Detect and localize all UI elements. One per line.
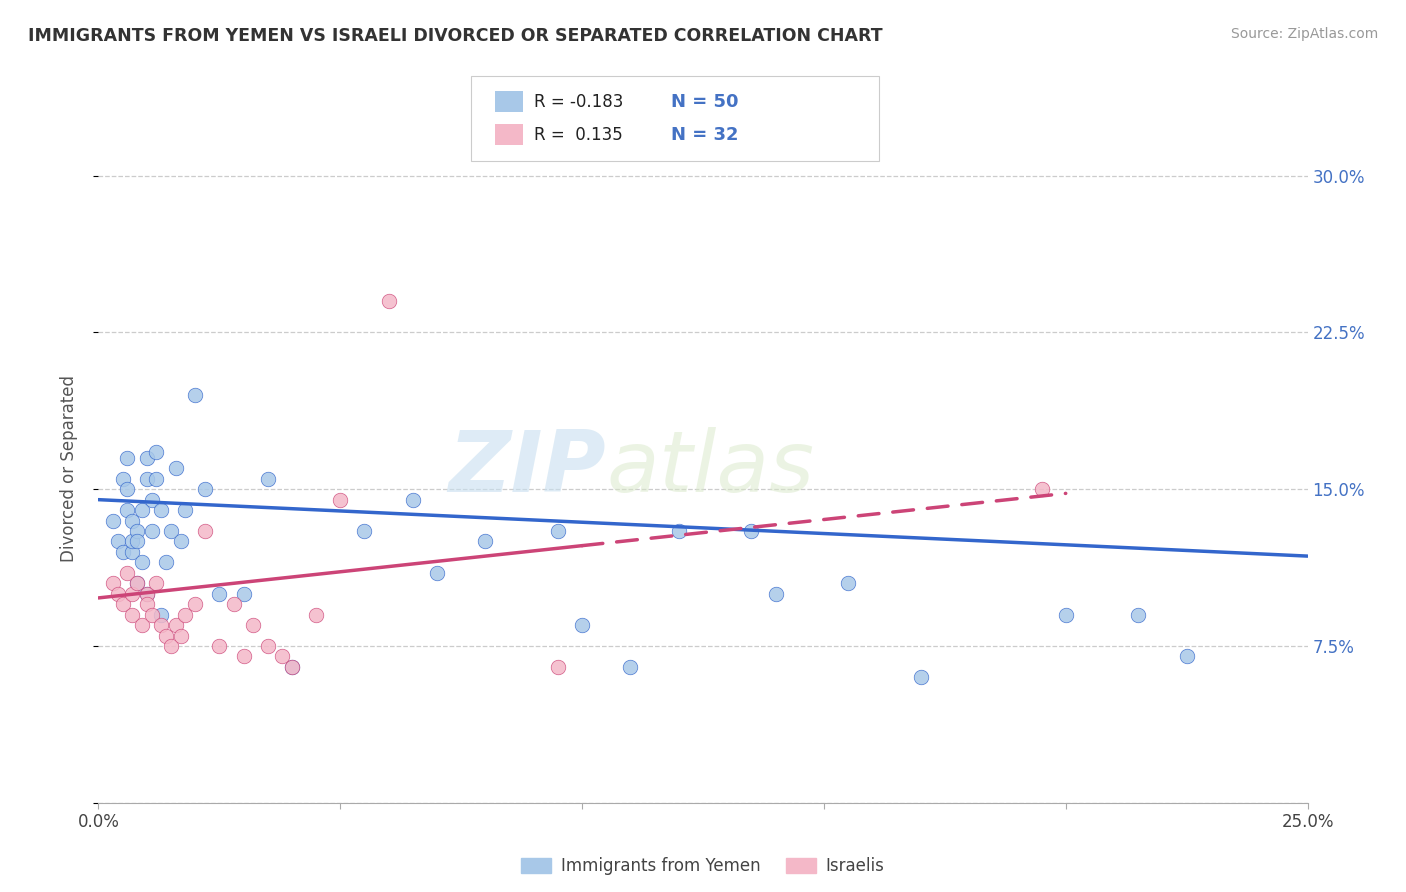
Point [111,472,134,486]
Point [194,482,217,496]
Point [571,618,593,632]
Point [131,555,153,569]
Point [121,587,143,601]
Point [145,576,167,591]
Point [117,503,139,517]
Point [740,524,762,538]
Point [765,587,787,601]
Point [127,576,149,591]
Point [910,670,932,684]
Point [547,524,569,538]
Point [271,649,294,664]
Point [222,597,245,611]
Point [547,660,569,674]
Point [281,660,304,674]
Point [353,524,375,538]
Point [141,524,163,538]
Point [131,618,153,632]
Point [111,597,134,611]
Point [145,444,167,458]
Point [194,524,217,538]
Point [242,618,264,632]
Point [402,492,425,507]
Point [160,524,183,538]
Point [111,545,134,559]
Point [619,660,641,674]
Point [141,492,163,507]
Text: R = -0.183: R = -0.183 [534,93,624,111]
Point [101,514,124,528]
Point [174,607,197,622]
Point [121,514,143,528]
Point [165,461,187,475]
Point [135,587,157,601]
Point [837,576,859,591]
Point [150,503,173,517]
Point [377,294,399,309]
Point [155,628,177,642]
Point [232,649,254,664]
Point [1175,649,1198,664]
Point [169,628,191,642]
Point [256,639,278,653]
Point [208,639,231,653]
Point [184,597,207,611]
Point [121,607,143,622]
Point [1031,482,1053,496]
Point [474,534,496,549]
Text: N = 50: N = 50 [671,93,738,111]
Point [117,482,139,496]
Point [160,639,183,653]
Point [135,472,157,486]
Point [169,534,191,549]
Point [141,607,163,622]
Point [127,524,149,538]
Point [426,566,449,580]
Point [107,587,129,601]
Point [1128,607,1150,622]
Text: Source: ZipAtlas.com: Source: ZipAtlas.com [1230,27,1378,41]
Point [668,524,690,538]
Point [101,576,124,591]
Text: atlas: atlas [606,426,814,510]
Point [256,472,278,486]
Point [329,492,352,507]
Point [208,587,231,601]
Point [305,607,328,622]
Point [135,587,157,601]
Point [184,388,207,402]
Point [174,503,197,517]
Y-axis label: Divorced or Separated: Divorced or Separated [59,375,77,562]
Point [127,534,149,549]
Point [127,576,149,591]
Point [1054,607,1077,622]
Point [135,597,157,611]
Point [155,555,177,569]
Text: N = 32: N = 32 [671,126,738,144]
Point [121,534,143,549]
Point [117,566,139,580]
Text: IMMIGRANTS FROM YEMEN VS ISRAELI DIVORCED OR SEPARATED CORRELATION CHART: IMMIGRANTS FROM YEMEN VS ISRAELI DIVORCE… [28,27,883,45]
Text: ZIP: ZIP [449,426,606,510]
Point [131,503,153,517]
Point [135,450,157,465]
Point [150,607,173,622]
Point [232,587,254,601]
Point [165,618,187,632]
Legend: Immigrants from Yemen, Israelis: Immigrants from Yemen, Israelis [515,850,891,881]
Point [281,660,304,674]
Point [150,618,173,632]
Point [117,450,139,465]
Text: R =  0.135: R = 0.135 [534,126,623,144]
Point [145,472,167,486]
Point [121,545,143,559]
Point [107,534,129,549]
